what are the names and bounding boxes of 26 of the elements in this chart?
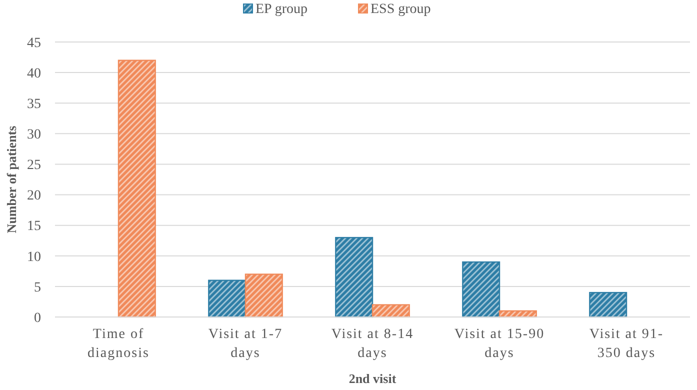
- y-tick-label: 25: [27, 158, 41, 174]
- bar: [208, 280, 246, 318]
- legend-label: EP group: [256, 2, 308, 17]
- x-tick-label: Visit at 1-7 days: [208, 327, 283, 361]
- y-tick-label: 40: [27, 66, 41, 82]
- y-tick-label: 0: [34, 310, 41, 326]
- y-tick-label: 45: [27, 36, 41, 51]
- y-axis-title: Number of patients: [4, 126, 19, 234]
- x-tick-label: Time of diagnosis: [88, 327, 150, 361]
- bar: [372, 304, 410, 318]
- x-axis-title: 2nd visit: [348, 371, 397, 386]
- y-tick-label: 20: [27, 188, 41, 204]
- y-tick-label: 5: [34, 280, 41, 296]
- bar: [462, 261, 500, 318]
- y-tick-label: 10: [27, 250, 41, 265]
- x-tick-label: Visit at 8-14 days: [331, 327, 414, 361]
- y-tick-label: 30: [27, 128, 41, 143]
- bar: [118, 60, 156, 318]
- y-tick-label: 15: [27, 219, 41, 234]
- bar: [335, 236, 374, 318]
- bar: [589, 292, 628, 318]
- x-tick-label: Visit at 91-350 days: [589, 327, 664, 361]
- legend-label: ESS group: [370, 2, 431, 17]
- y-tick-label: 35: [27, 97, 41, 112]
- x-tick-label: Visit at 15-90 days: [454, 327, 545, 361]
- bar: [244, 274, 283, 318]
